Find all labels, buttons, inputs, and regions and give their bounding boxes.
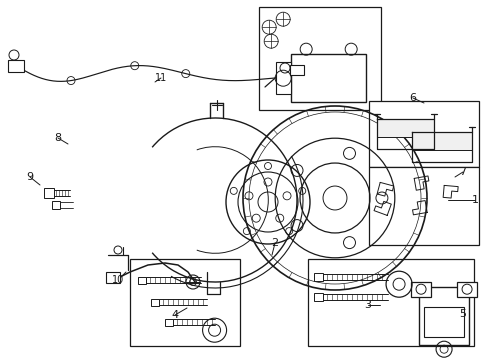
Bar	[289, 65, 304, 75]
Bar	[164, 319, 172, 326]
Text: 7: 7	[459, 167, 466, 177]
Bar	[52, 201, 60, 209]
Text: 3: 3	[364, 300, 371, 310]
Bar	[44, 188, 54, 198]
Bar	[307, 259, 473, 346]
Bar	[313, 273, 323, 281]
Bar	[410, 282, 430, 297]
Bar	[376, 119, 433, 137]
Bar	[106, 272, 120, 283]
Text: 5: 5	[459, 309, 466, 319]
Text: 10: 10	[112, 275, 124, 285]
Text: 11: 11	[155, 73, 167, 83]
Bar	[423, 307, 463, 337]
Bar	[418, 287, 468, 345]
Bar	[290, 54, 366, 102]
Text: 2: 2	[271, 238, 278, 248]
Bar	[313, 293, 323, 301]
Bar	[456, 282, 476, 297]
Bar	[129, 259, 239, 346]
Text: 8: 8	[54, 133, 61, 143]
Bar	[150, 299, 158, 306]
Text: 6: 6	[408, 93, 416, 103]
Bar	[368, 167, 478, 245]
Bar	[137, 277, 145, 284]
Bar	[411, 132, 471, 150]
Bar	[368, 101, 478, 167]
Text: 1: 1	[470, 195, 478, 205]
Text: 4: 4	[171, 310, 178, 320]
Bar	[259, 7, 381, 110]
Text: 9: 9	[26, 172, 34, 182]
Bar	[8, 60, 24, 72]
Bar	[276, 62, 290, 94]
